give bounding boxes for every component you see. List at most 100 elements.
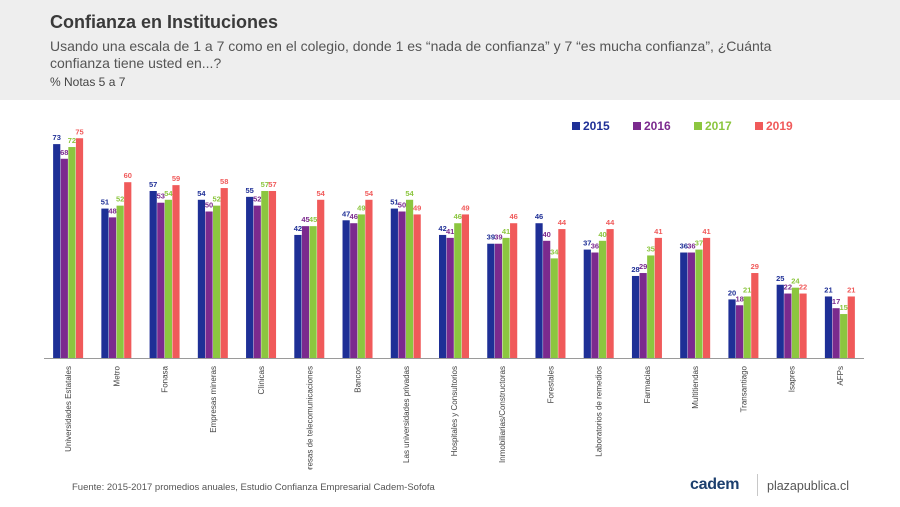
bar-2016 (398, 211, 406, 358)
bar-2015 (439, 234, 447, 358)
brand-divider (757, 474, 758, 496)
chart-unit-label: % Notas 5 a 7 (50, 75, 126, 89)
data-label-2017: 57 (261, 180, 269, 189)
data-label-2017: 45 (309, 215, 317, 224)
bar-2015 (776, 284, 784, 358)
data-label-2016: 17 (832, 297, 840, 306)
site-name: plazapublica.cl (767, 479, 849, 493)
data-label-2017: 15 (840, 303, 848, 312)
bar-2017 (695, 249, 703, 358)
legend-swatch-2019 (755, 122, 763, 130)
bar-2019 (847, 296, 855, 358)
data-label-2019: 46 (509, 212, 517, 221)
bar-2015 (149, 190, 157, 358)
data-label-2015: 42 (438, 224, 446, 233)
bar-2016 (205, 211, 213, 358)
category-label: Hospitales y Consultorios (450, 366, 459, 456)
data-label-2017: 54 (405, 189, 414, 198)
data-label-2019: 22 (799, 283, 807, 292)
data-label-2016: 22 (784, 283, 792, 292)
cadem-logo: cadem (690, 476, 740, 493)
data-label-2017: 54 (164, 189, 173, 198)
data-label-2017: 52 (116, 195, 124, 204)
category-label: Empresas mineras (209, 366, 218, 433)
data-label-2015: 57 (149, 180, 157, 189)
bar-2016 (832, 308, 840, 358)
category-label: Clínicas (257, 366, 266, 394)
legend-swatch-2017 (694, 122, 702, 130)
bar-2016 (543, 240, 551, 358)
legend-swatch-2015 (572, 122, 580, 130)
data-label-2017: 46 (454, 212, 462, 221)
bar-2016 (591, 252, 599, 358)
bar-2017 (598, 240, 607, 358)
legend-label-2015: 2015 (583, 119, 610, 133)
category-label: Transantiago (739, 365, 748, 412)
data-label-2019: 54 (317, 189, 326, 198)
bar-2015 (197, 199, 206, 358)
data-label-2019: 57 (268, 180, 276, 189)
data-label-2017: 41 (502, 227, 510, 236)
category-label: Farmacias (643, 366, 652, 403)
bar-2017 (647, 255, 655, 358)
data-label-2017: 49 (357, 203, 365, 212)
bar-2015 (631, 275, 640, 358)
bar-2019 (510, 223, 518, 358)
bar-2017 (405, 199, 414, 358)
data-label-2017: 72 (68, 136, 76, 145)
bar-2019 (799, 293, 807, 358)
data-label-2016: 68 (60, 148, 68, 157)
bar-2016 (60, 158, 68, 358)
category-label: Universidades Estatales (64, 366, 73, 452)
category-label: Fonasa (161, 365, 170, 392)
bar-2017 (502, 237, 510, 358)
bar-2015 (728, 299, 736, 358)
bar-2017 (743, 296, 751, 358)
bar-2019 (606, 229, 614, 358)
category-label: Metro (112, 365, 121, 386)
data-label-2015: 21 (824, 285, 832, 294)
bar-2017 (68, 147, 76, 358)
data-label-2015: 54 (197, 189, 206, 198)
bar-2017 (454, 223, 462, 358)
data-label-2016: 46 (350, 212, 358, 221)
bar-2017 (213, 205, 221, 358)
data-label-2016: 18 (735, 294, 743, 303)
category-label: Laboratorios de remedios (595, 366, 604, 457)
bar-2019 (654, 237, 662, 358)
bar-2015 (246, 196, 254, 358)
bar-2015 (824, 296, 833, 358)
bar-2019 (558, 229, 566, 358)
data-label-2019: 41 (702, 227, 710, 236)
data-label-2019: 44 (558, 218, 567, 227)
data-label-2016: 50 (398, 201, 406, 210)
bar-2015 (583, 249, 591, 358)
bar-2015 (342, 220, 350, 358)
data-label-2016: 39 (494, 233, 502, 242)
category-label: Bancos (354, 366, 363, 393)
bar-2016 (494, 243, 503, 358)
bar-2017 (791, 287, 800, 358)
bar-2016 (301, 226, 310, 358)
bar-2019 (365, 199, 373, 358)
data-label-2019: 29 (751, 262, 759, 271)
bar-2016 (446, 237, 454, 358)
header-band: Confianza en Instituciones Usando una es… (0, 0, 900, 100)
source-note: Fuente: 2015-2017 promedios anuales, Est… (72, 482, 435, 493)
data-label-2016: 40 (542, 230, 550, 239)
data-label-2019: 21 (847, 285, 855, 294)
legend-label-2016: 2016 (644, 119, 671, 133)
data-label-2015: 51 (101, 198, 109, 207)
chart-title: Confianza en Instituciones (50, 12, 279, 32)
bar-2015 (487, 243, 495, 358)
bar-2019 (317, 199, 325, 358)
bar-2016 (687, 252, 695, 358)
category-label: Isapres (788, 366, 797, 392)
bar-2019 (751, 273, 759, 358)
bar-2015 (294, 234, 302, 358)
data-label-2016: 41 (446, 227, 454, 236)
bar-2019 (220, 188, 228, 358)
bar-2017 (309, 226, 317, 358)
data-label-2017: 52 (212, 195, 220, 204)
